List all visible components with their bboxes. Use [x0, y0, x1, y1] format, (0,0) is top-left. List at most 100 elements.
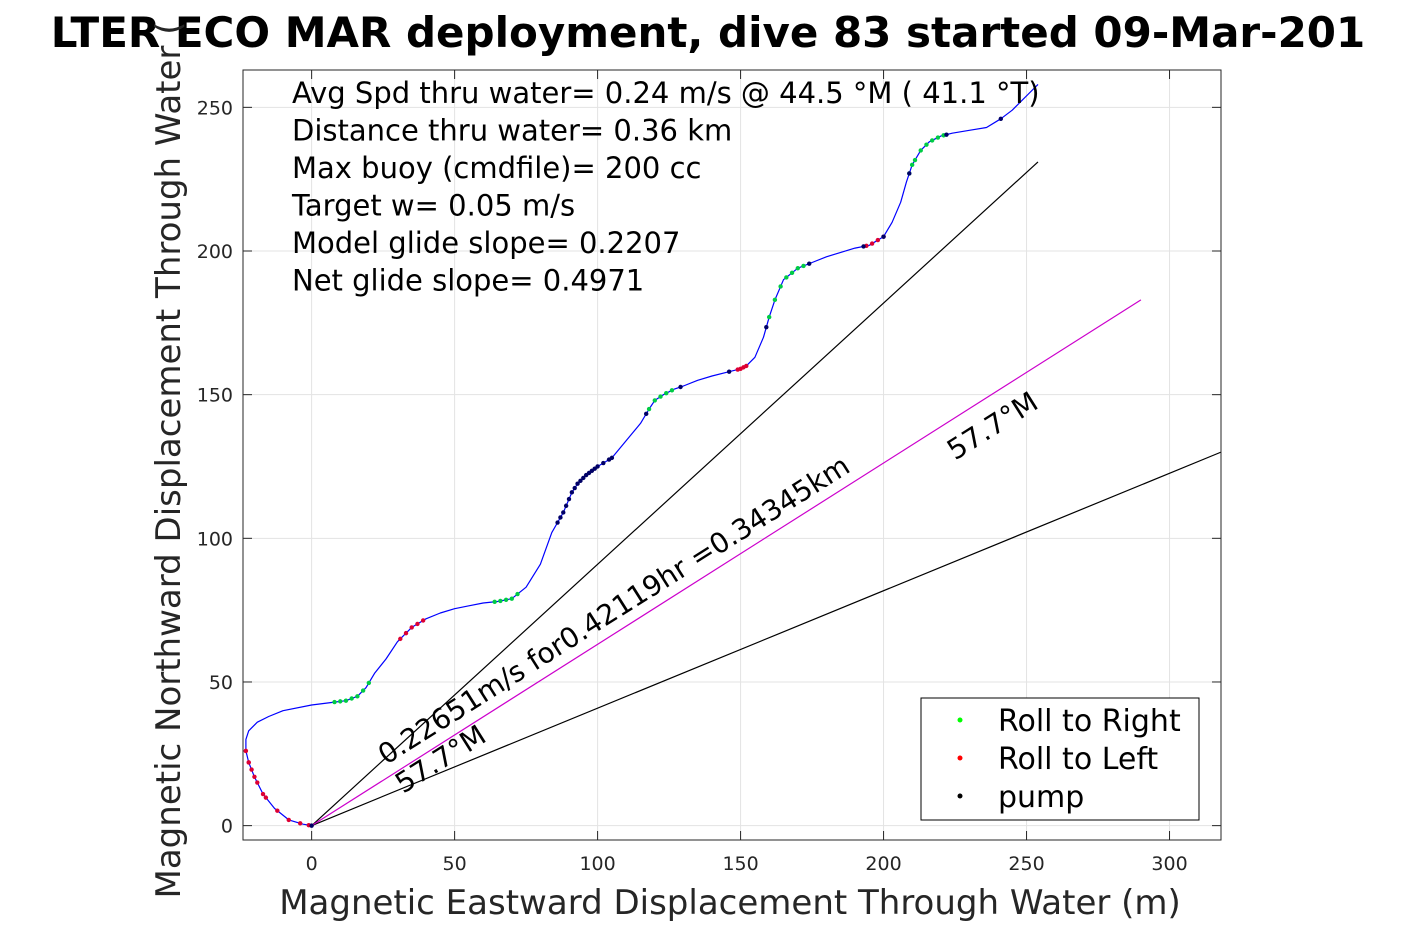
- pump-marker: [578, 478, 583, 484]
- roll-right-marker: [924, 142, 929, 147]
- legend-label: Roll to Right: [998, 704, 1181, 739]
- pump-marker: [561, 510, 566, 515]
- pump-marker: [558, 515, 563, 520]
- pump-marker: [572, 485, 577, 491]
- legend-label: pump: [998, 780, 1084, 815]
- roll-left-marker: [297, 821, 303, 826]
- roll-right-marker: [789, 270, 795, 276]
- roll-left-marker: [875, 237, 881, 243]
- markers: [243, 116, 1004, 828]
- y-axis-label: Magnetic Northward Displacement Through …: [149, 22, 189, 899]
- roll-right-marker: [366, 680, 372, 686]
- roll-left-marker: [252, 774, 257, 779]
- x-tick-label: 100: [579, 853, 615, 875]
- pump-marker: [563, 503, 569, 508]
- roll-right-marker: [918, 148, 923, 153]
- roll-left-marker: [409, 625, 414, 630]
- roll-right-marker: [669, 388, 675, 393]
- info-line: Distance thru water= 0.36 km: [292, 114, 732, 148]
- info-line: Avg Spd thru water= 0.24 m/s @ 44.5 °M (…: [292, 76, 1040, 110]
- roll-left-marker: [420, 618, 426, 623]
- x-tick-label: 0: [306, 853, 318, 875]
- track-line-1: [311, 161, 1039, 827]
- x-tick-label: 50: [443, 853, 467, 875]
- roll-right-marker: [909, 162, 915, 168]
- roll-right-marker: [652, 398, 657, 403]
- pump-marker: [678, 384, 683, 390]
- pump-marker: [861, 244, 866, 249]
- roll-right-marker: [492, 599, 497, 605]
- plot-frame: [242, 69, 1222, 841]
- axis-ticks: 0 50 100 150 200 250 300 0 50 100 150 200 250: [197, 70, 1221, 875]
- roll-left-marker: [263, 795, 269, 800]
- info-line: Model glide slope= 0.2207: [292, 226, 680, 260]
- roll-right-marker: [360, 688, 366, 693]
- x-tick-label: 150: [722, 853, 758, 875]
- x-axis-label: Magnetic Eastward Displacement Through W…: [279, 883, 1181, 923]
- roll-right-marker: [772, 297, 778, 303]
- pump-marker: [764, 324, 769, 330]
- annotation: 57.7°M: [941, 385, 1044, 467]
- pump-marker: [944, 132, 949, 137]
- pump-marker: [601, 460, 606, 466]
- legend-marker: [957, 793, 963, 799]
- roll-right-marker: [664, 391, 669, 396]
- roll-right-marker: [912, 157, 918, 163]
- roll-left-marker: [403, 630, 409, 636]
- info-line: Max buoy (cmdfile)= 200 cc: [292, 151, 701, 185]
- pump-marker: [575, 481, 580, 486]
- x-tick-label: 200: [865, 853, 901, 875]
- roll-left-marker: [275, 808, 280, 813]
- roll-right-marker: [332, 699, 337, 705]
- pump-marker: [998, 116, 1004, 122]
- y-tick-label: 0: [221, 816, 233, 838]
- pump-marker: [644, 411, 649, 417]
- y-tick-label: 250: [197, 97, 233, 119]
- chart-title: LTER ECO MAR deployment, dive 83 started…: [51, 8, 1366, 57]
- track-line-2: [311, 451, 1222, 827]
- roll-left-marker: [243, 748, 249, 754]
- legend-marker: [957, 717, 963, 723]
- annotation: 0.22651m/s for0.42119hr =0.34345km: [372, 449, 856, 771]
- roll-right-marker: [349, 696, 354, 701]
- roll-left-marker: [260, 791, 266, 797]
- roll-left-marker: [415, 621, 420, 627]
- legend-label: Roll to Left: [998, 742, 1158, 777]
- legend-marker: [957, 755, 963, 761]
- pump-marker: [569, 490, 575, 495]
- pump-marker: [726, 369, 732, 374]
- roll-right-marker: [935, 135, 941, 140]
- reference-lines: [311, 161, 1222, 827]
- roll-right-marker: [343, 698, 349, 703]
- roll-right-marker: [509, 596, 515, 601]
- pump-marker: [581, 475, 586, 481]
- pump-marker: [309, 823, 314, 828]
- info-line: Target w= 0.05 m/s: [291, 189, 575, 223]
- roll-right-marker: [498, 598, 503, 604]
- x-tick-label: 250: [1008, 853, 1044, 875]
- pump-marker: [609, 455, 615, 461]
- pump-marker: [595, 464, 600, 469]
- roll-left-marker: [249, 767, 254, 772]
- y-tick-label: 200: [197, 241, 233, 263]
- grid: [243, 70, 1221, 840]
- roll-left-marker: [255, 780, 260, 785]
- roll-right-marker: [929, 138, 935, 143]
- roll-right-marker: [338, 699, 343, 704]
- pump-marker: [566, 496, 572, 502]
- x-tick-label: 300: [1151, 853, 1187, 875]
- current-line: [311, 299, 1142, 827]
- track: [245, 83, 1039, 827]
- legend-box: [920, 697, 1200, 821]
- roll-right-marker: [355, 694, 360, 699]
- roll-right-marker: [515, 591, 520, 597]
- pump-marker: [807, 261, 812, 266]
- roll-right-marker: [766, 314, 772, 320]
- roll-right-marker: [646, 406, 652, 412]
- y-tick-label: 150: [197, 385, 233, 407]
- info-line: Net glide slope= 0.4971: [292, 264, 644, 298]
- roll-right-marker: [795, 266, 800, 271]
- roll-left-marker: [398, 636, 403, 642]
- pump-marker: [555, 520, 560, 525]
